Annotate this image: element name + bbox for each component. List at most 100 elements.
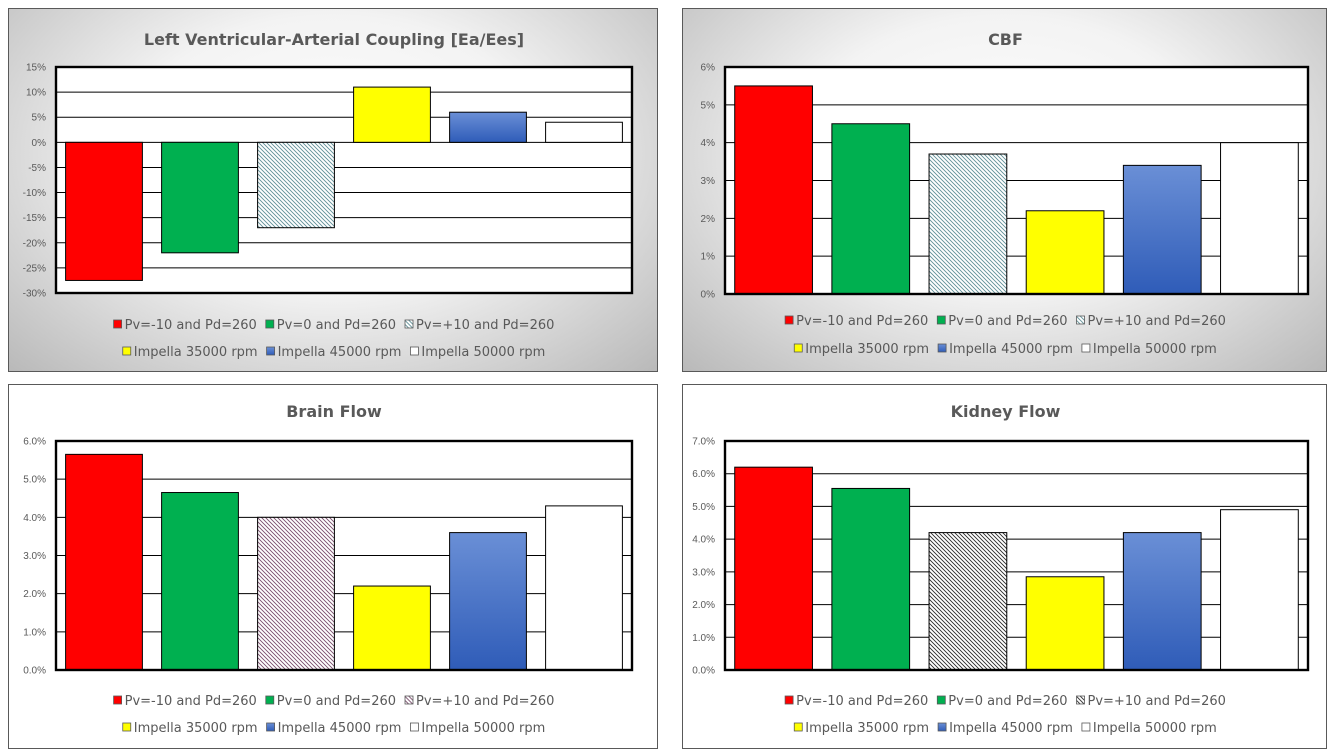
y-tick-label: -10% (23, 188, 46, 199)
legend-row: Pv=-10 and Pd=260 Pv=0 and Pd=260 Pv=+10 a… (113, 318, 554, 333)
legend-swatch (784, 315, 794, 325)
legend-swatch (410, 346, 419, 356)
legend-label: Impella 50000 rpm (1093, 721, 1217, 736)
y-tick-label: 5% (32, 113, 47, 124)
y-tick-label: 7.0% (692, 437, 715, 448)
legend-item: Pv=-10 and Pd=260 (784, 694, 928, 709)
chart-svg-cbf: CBF 6% 5% 4% 3% 2% 1% 0% Pv=-10 and Pd=260 Pv=0 a… (701, 30, 1310, 357)
y-tick-label: -5% (28, 163, 46, 174)
bar (161, 141, 239, 254)
y-tick-label: 0% (701, 290, 716, 301)
legend-swatch (936, 695, 946, 705)
legend-swatch (113, 319, 123, 329)
y-tick-label: 6.0% (692, 469, 715, 480)
legend-item: Pv=+10 and Pd=260 (1076, 694, 1226, 709)
legend-item: Pv=-10 and Pd=260 (113, 694, 257, 709)
bar (1025, 576, 1105, 671)
chart-panel-lvac: Left Ventricular-Arterial Coupling [Ea/E… (8, 8, 658, 372)
chart-svg-brain-flow: Brain Flow 6.0% 5.0% 4.0% 3.0% 2.0% 1.0% 0.0% Pv… (23, 402, 634, 736)
legend-swatch (1076, 315, 1085, 325)
legend-row: Impella 35000 rpm Impella 45000 rpm Impell… (793, 342, 1217, 357)
y-tick-label: -25% (23, 263, 46, 274)
legend-label: Impella 45000 rpm (278, 721, 402, 736)
bar (545, 121, 623, 143)
legend-item: Pv=+10 and Pd=260 (404, 694, 554, 709)
legend-swatch (404, 319, 414, 329)
legend-row: Pv=-10 and Pd=260 Pv=0 and Pd=260 Pv=+10 a… (113, 694, 554, 709)
plot-area (725, 441, 1308, 670)
bar (449, 111, 527, 143)
legend-item: Impella 35000 rpm (122, 345, 258, 360)
chart-title: CBF (988, 30, 1023, 49)
legend-item: Impella 50000 rpm (1081, 721, 1217, 736)
legend-label: Pv=0 and Pd=260 (277, 318, 396, 333)
y-tick-label: 6.0% (23, 437, 46, 448)
chart-panel-brain-flow: Brain Flow 6.0% 5.0% 4.0% 3.0% 2.0% 1.0% 0.0% Pv… (8, 384, 658, 749)
legend-item: Impella 45000 rpm (937, 721, 1073, 736)
plot-frame (723, 65, 1310, 296)
legend-swatch (937, 722, 947, 732)
y-tick-label: 0.0% (692, 666, 715, 677)
legend-swatch (793, 343, 803, 353)
bar (1220, 509, 1299, 671)
legend-swatch (1081, 343, 1091, 353)
y-tick-label: 1% (701, 252, 716, 263)
legend-item: Pv=0 and Pd=260 (936, 694, 1068, 709)
legend-label: Impella 35000 rpm (134, 345, 258, 360)
legend-swatch (410, 722, 419, 732)
y-tick-label: 0% (32, 138, 47, 149)
bar (831, 487, 911, 671)
y-tick-label: 5.0% (23, 475, 46, 486)
chart-panel-kidney-flow: Kidney Flow 7.0% 6.0% 5.0% 4.0% 3.0% 2.0% 1.0% 0… (682, 384, 1327, 749)
legend-label: Impella 50000 rpm (421, 345, 545, 360)
legend-item: Pv=0 and Pd=260 (265, 318, 396, 333)
legend-item: Pv=0 and Pd=260 (936, 314, 1068, 329)
legend-row: Impella 35000 rpm Impella 45000 rpm Impell… (122, 721, 545, 736)
legend-swatch (113, 695, 123, 705)
legend-label: Impella 45000 rpm (278, 345, 402, 360)
legend-label: Impella 50000 rpm (1093, 342, 1217, 357)
legend-swatch (122, 346, 132, 356)
plot-frame (723, 439, 1310, 672)
y-tick-label: 15% (26, 63, 46, 74)
plot-area (56, 67, 632, 293)
legend-swatch (793, 722, 803, 732)
bar (1220, 142, 1299, 295)
chart-title: Left Ventricular-Arterial Coupling [Ea/E… (144, 30, 524, 49)
legend-swatch (265, 319, 275, 329)
y-tick-label: 2.0% (23, 589, 46, 600)
legend-item: Pv=-10 and Pd=260 (113, 318, 257, 333)
legend-label: Pv=-10 and Pd=260 (125, 318, 257, 333)
bar (161, 492, 239, 671)
legend-item: Impella 45000 rpm (937, 342, 1073, 357)
bar (353, 585, 431, 671)
legend-item: Impella 35000 rpm (793, 342, 929, 357)
y-tick-label: 4.0% (692, 535, 715, 546)
legend-row: Impella 35000 rpm Impella 45000 rpm Impell… (793, 721, 1217, 736)
bar (449, 532, 527, 671)
legend-item: Pv=-10 and Pd=260 (784, 314, 928, 329)
legend-item: Impella 35000 rpm (122, 721, 258, 736)
legend-row: Impella 35000 rpm Impella 45000 rpm Impell… (122, 345, 545, 360)
legend-label: Pv=-10 and Pd=260 (796, 694, 928, 709)
legend-label: Pv=0 and Pd=260 (948, 314, 1067, 329)
y-tick-label: 2.0% (692, 600, 715, 611)
chart-panel-cbf: CBF 6% 5% 4% 3% 2% 1% 0% Pv=-10 and Pd=260 Pv=0 a… (682, 8, 1327, 372)
y-tick-label: -30% (23, 289, 46, 300)
y-tick-label: 5% (701, 100, 716, 111)
plot-frame (54, 439, 634, 672)
y-tick-label: 3.0% (23, 551, 46, 562)
bar (65, 141, 143, 281)
legend-swatch (937, 343, 947, 353)
legend-row: Pv=-10 and Pd=260 Pv=0 and Pd=260 Pv=+10 a… (784, 314, 1226, 329)
legend-item: Impella 50000 rpm (410, 345, 545, 360)
chart-svg-kidney-flow: Kidney Flow 7.0% 6.0% 5.0% 4.0% 3.0% 2.0% 1.0% 0… (692, 402, 1310, 736)
y-tick-label: 4% (701, 138, 716, 149)
legend-swatch (265, 695, 275, 705)
legend-item: Pv=+10 and Pd=260 (1076, 314, 1226, 329)
y-tick-label: 4.0% (23, 513, 46, 524)
bar (928, 153, 1008, 295)
bar (257, 141, 335, 229)
legend-label: Pv=0 and Pd=260 (277, 694, 396, 709)
plot-frame (54, 65, 634, 295)
